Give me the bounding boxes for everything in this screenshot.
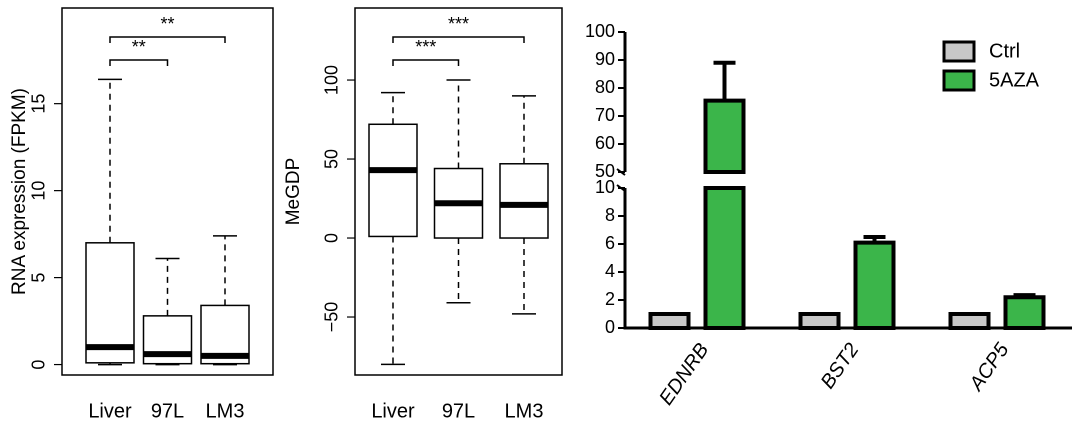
y-tick-label: 15	[29, 94, 49, 114]
bar	[1003, 295, 1046, 330]
y-tick-label: 10	[595, 177, 615, 197]
y-tick-label: 90	[595, 49, 615, 69]
box	[368, 123, 418, 238]
bar	[798, 312, 841, 330]
significance-bracket	[109, 59, 169, 66]
legend-swatch	[942, 40, 976, 63]
x-tick-label: 97L	[442, 400, 475, 422]
significance-label: **	[160, 14, 174, 34]
x-tick-label: BST2	[817, 339, 864, 393]
y-tick-label: 0	[29, 360, 49, 370]
significance-bracket	[392, 59, 460, 66]
x-tick-label: EDNRB	[655, 339, 713, 409]
bar	[703, 98, 746, 330]
y-tick-label: 10	[29, 181, 49, 201]
y-tick-label: 0	[605, 317, 615, 337]
plot-frame	[61, 7, 274, 376]
x-tick-label: LM3	[505, 400, 544, 422]
y-tick-label: 70	[595, 105, 615, 125]
bar	[948, 312, 991, 330]
bar	[853, 240, 896, 330]
error-bar	[713, 60, 736, 101]
bar	[648, 312, 691, 330]
y-tick-label: 2	[605, 289, 615, 309]
x-tick-label: LM3	[206, 400, 245, 422]
significance-label: ***	[448, 14, 469, 34]
x-tick-label: Liver	[88, 400, 132, 422]
y-axis-label: MeGDP	[283, 158, 304, 226]
x-tick-label: ACP5	[965, 339, 1014, 396]
y-tick-label: 4	[605, 261, 615, 281]
x-tick-label: Liver	[371, 400, 415, 422]
y-tick-label: −50	[322, 302, 342, 333]
y-axis-label: RNA expression (FPKM)	[9, 88, 30, 295]
y-tick-label: 100	[322, 65, 342, 95]
y-tick-label: 8	[605, 205, 615, 225]
error-bar	[1013, 293, 1036, 298]
y-tick-label: 0	[322, 233, 342, 243]
legend-label: Ctrl	[989, 40, 1020, 62]
legend-label: 5AZA	[989, 69, 1040, 91]
y-tick-label: 5	[29, 273, 49, 283]
significance-label: ***	[415, 37, 436, 57]
significance-bracket	[392, 36, 525, 43]
box	[85, 242, 135, 364]
x-tick-label: 97L	[151, 400, 184, 422]
error-bar	[863, 235, 886, 243]
y-tick-label: 6	[605, 233, 615, 253]
significance-bracket	[109, 36, 226, 43]
box	[499, 163, 549, 239]
y-tick-label: 50	[595, 161, 615, 181]
legend-swatch	[942, 69, 976, 92]
y-tick-label: 50	[322, 149, 342, 169]
y-tick-label: 80	[595, 77, 615, 97]
significance-label: **	[132, 37, 146, 57]
y-tick-label: 60	[595, 133, 615, 153]
plot-frame	[354, 7, 563, 376]
y-tick-label: 100	[585, 21, 615, 41]
